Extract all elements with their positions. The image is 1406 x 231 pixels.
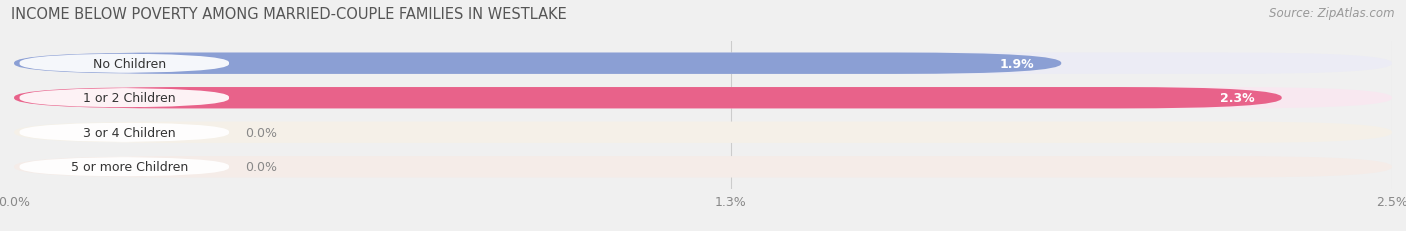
Text: 1.9%: 1.9%: [1000, 58, 1033, 70]
Text: 1 or 2 Children: 1 or 2 Children: [83, 92, 176, 105]
FancyBboxPatch shape: [14, 122, 1392, 143]
FancyBboxPatch shape: [14, 88, 1392, 109]
FancyBboxPatch shape: [20, 54, 229, 74]
FancyBboxPatch shape: [14, 53, 1392, 75]
FancyBboxPatch shape: [14, 88, 1282, 109]
Text: Source: ZipAtlas.com: Source: ZipAtlas.com: [1270, 7, 1395, 20]
Text: INCOME BELOW POVERTY AMONG MARRIED-COUPLE FAMILIES IN WESTLAKE: INCOME BELOW POVERTY AMONG MARRIED-COUPL…: [11, 7, 567, 22]
FancyBboxPatch shape: [20, 123, 229, 143]
FancyBboxPatch shape: [20, 157, 229, 177]
Text: No Children: No Children: [93, 58, 166, 70]
Text: 0.0%: 0.0%: [246, 126, 277, 139]
Text: 2.3%: 2.3%: [1219, 92, 1254, 105]
Text: 5 or more Children: 5 or more Children: [72, 161, 188, 173]
FancyBboxPatch shape: [14, 156, 1392, 178]
Text: 3 or 4 Children: 3 or 4 Children: [83, 126, 176, 139]
FancyBboxPatch shape: [20, 88, 229, 108]
Text: 0.0%: 0.0%: [246, 161, 277, 173]
FancyBboxPatch shape: [14, 53, 1062, 75]
